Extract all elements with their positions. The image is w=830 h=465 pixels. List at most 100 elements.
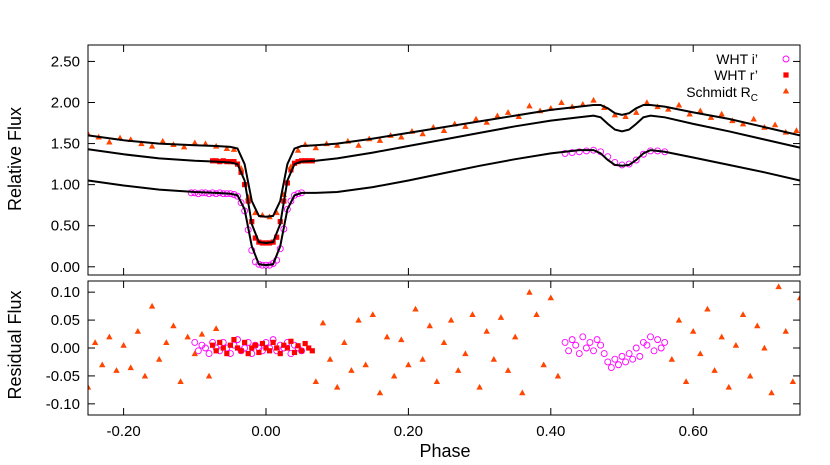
top-point-wht-i	[561, 149, 569, 157]
bottom-series-wht-i	[191, 333, 669, 371]
bottom-point-schmidt-r-c	[412, 305, 419, 312]
top-ytick-label: 0.50	[51, 218, 80, 235]
bottom-point-wht-i	[202, 344, 209, 352]
bottom-point-wht-i	[654, 336, 662, 344]
x-tick-label: 0.60	[679, 423, 708, 440]
top-point-schmidt-r-c	[622, 113, 629, 120]
bottom-point-wht-r	[220, 345, 226, 351]
bottom-series-schmidt-r-c	[88, 283, 800, 396]
bottom-point-schmidt-r-c	[88, 383, 92, 390]
top-point-wht-i	[575, 148, 583, 156]
bottom-point-wht-i	[643, 341, 651, 349]
top-series-wht-i	[187, 146, 669, 269]
bottom-point-wht-i	[597, 341, 605, 349]
bottom-point-wht-i	[191, 338, 199, 346]
bottom-point-wht-r	[249, 345, 255, 351]
top-point-schmidt-r-c	[793, 127, 800, 133]
bottom-point-wht-i	[600, 350, 608, 358]
bottom-point-schmidt-r-c	[540, 361, 547, 368]
bottom-ytick-label: 0.10	[51, 284, 80, 301]
bottom-point-schmidt-r-c	[120, 342, 127, 348]
bottom-point-schmidt-r-c	[348, 367, 355, 373]
bottom-point-schmidt-r-c	[554, 372, 562, 379]
bottom-point-wht-i	[661, 338, 669, 346]
bottom-point-schmidt-r-c	[326, 355, 334, 362]
top-point-schmidt-r-c	[376, 137, 384, 143]
top-point-wht-r	[295, 159, 301, 165]
bottom-ytick-label: 0.00	[51, 340, 80, 357]
bottom-point-schmidt-r-c	[782, 328, 789, 334]
bottom-point-wht-i	[298, 347, 306, 355]
bottom-ytick-label: 0.05	[51, 312, 80, 329]
bottom-point-schmidt-r-c	[319, 319, 327, 326]
bottom-point-wht-i	[636, 352, 644, 360]
bottom-point-wht-i	[647, 333, 654, 341]
bottom-point-wht-i	[632, 344, 640, 352]
bottom-point-wht-r	[227, 342, 233, 348]
bottom-point-schmidt-r-c	[476, 383, 483, 390]
bottom-point-wht-i	[205, 350, 213, 358]
bottom-point-wht-i	[650, 347, 658, 355]
bottom-point-wht-i	[622, 358, 630, 366]
bottom-point-schmidt-r-c	[426, 322, 433, 329]
bottom-point-schmidt-r-c	[789, 378, 797, 385]
top-axes-frame	[87, 44, 801, 276]
top-point-schmidt-r-c	[675, 101, 683, 108]
top-point-schmidt-r-c	[686, 110, 693, 117]
bottom-point-schmidt-r-c	[512, 333, 519, 340]
top-point-wht-i	[234, 192, 241, 200]
top-point-schmidt-r-c	[462, 123, 469, 129]
bottom-point-schmidt-r-c	[455, 367, 462, 373]
top-model-line-wht-r-model	[88, 114, 800, 245]
top-plot-area	[88, 96, 800, 269]
bottom-point-wht-r	[210, 342, 216, 348]
bottom-point-schmidt-r-c	[682, 378, 690, 385]
legend-marker-wht-r	[783, 72, 789, 78]
top-point-schmidt-r-c	[312, 144, 320, 151]
bottom-point-wht-r	[306, 345, 312, 351]
top-point-schmidt-r-c	[494, 112, 501, 119]
top-point-wht-i	[625, 160, 633, 168]
bottom-point-schmidt-r-c	[469, 311, 476, 318]
bottom-point-schmidt-r-c	[504, 367, 512, 373]
top-point-wht-r	[231, 159, 237, 165]
top-point-schmidt-r-c	[718, 110, 725, 117]
top-point-schmidt-r-c	[633, 109, 640, 115]
bottom-point-schmidt-r-c	[704, 305, 711, 312]
bottom-point-wht-r	[299, 348, 305, 354]
top-point-schmidt-r-c	[739, 120, 747, 127]
legend-marker-wht-i	[782, 55, 790, 63]
bottom-point-schmidt-r-c	[390, 372, 398, 379]
bottom-point-schmidt-r-c	[341, 339, 348, 345]
bottom-point-wht-i	[611, 355, 619, 363]
legend: WHT i’ WHT r’ Schmidt RC	[686, 51, 790, 104]
bottom-point-schmidt-r-c	[711, 367, 718, 373]
bottom-point-wht-i	[607, 364, 615, 371]
bottom-point-wht-i	[625, 350, 633, 358]
bottom-point-schmidt-r-c	[113, 367, 120, 373]
top-ytick-label: 1.50	[51, 136, 80, 153]
bottom-point-schmidt-r-c	[433, 378, 441, 385]
bottom-point-schmidt-r-c	[148, 302, 156, 309]
top-point-schmidt-r-c	[504, 109, 512, 115]
bottom-ytick-label: -0.10	[46, 396, 80, 413]
bottom-point-schmidt-r-c	[134, 328, 142, 334]
bottom-point-schmidt-r-c	[355, 316, 362, 323]
top-point-schmidt-r-c	[419, 130, 426, 137]
top-point-schmidt-r-c	[148, 142, 156, 149]
bottom-point-wht-i	[565, 347, 573, 355]
bottom-point-wht-r	[238, 348, 244, 354]
bottom-point-schmidt-r-c	[519, 389, 526, 396]
bottom-point-schmidt-r-c	[163, 339, 170, 345]
bottom-point-wht-r	[256, 349, 262, 356]
bottom-point-wht-i	[568, 336, 576, 344]
top-point-schmidt-r-c	[515, 113, 522, 120]
top-ylabel: Relative Flux	[5, 107, 25, 211]
bottom-point-schmidt-r-c	[447, 316, 455, 323]
legend-label-schmidt-rc-sub: C	[751, 93, 758, 104]
top-point-schmidt-r-c	[558, 99, 565, 106]
top-point-schmidt-r-c	[355, 142, 362, 148]
top-point-wht-i	[194, 190, 202, 198]
bottom-point-wht-i	[618, 352, 626, 360]
top-point-wht-i	[568, 149, 576, 157]
